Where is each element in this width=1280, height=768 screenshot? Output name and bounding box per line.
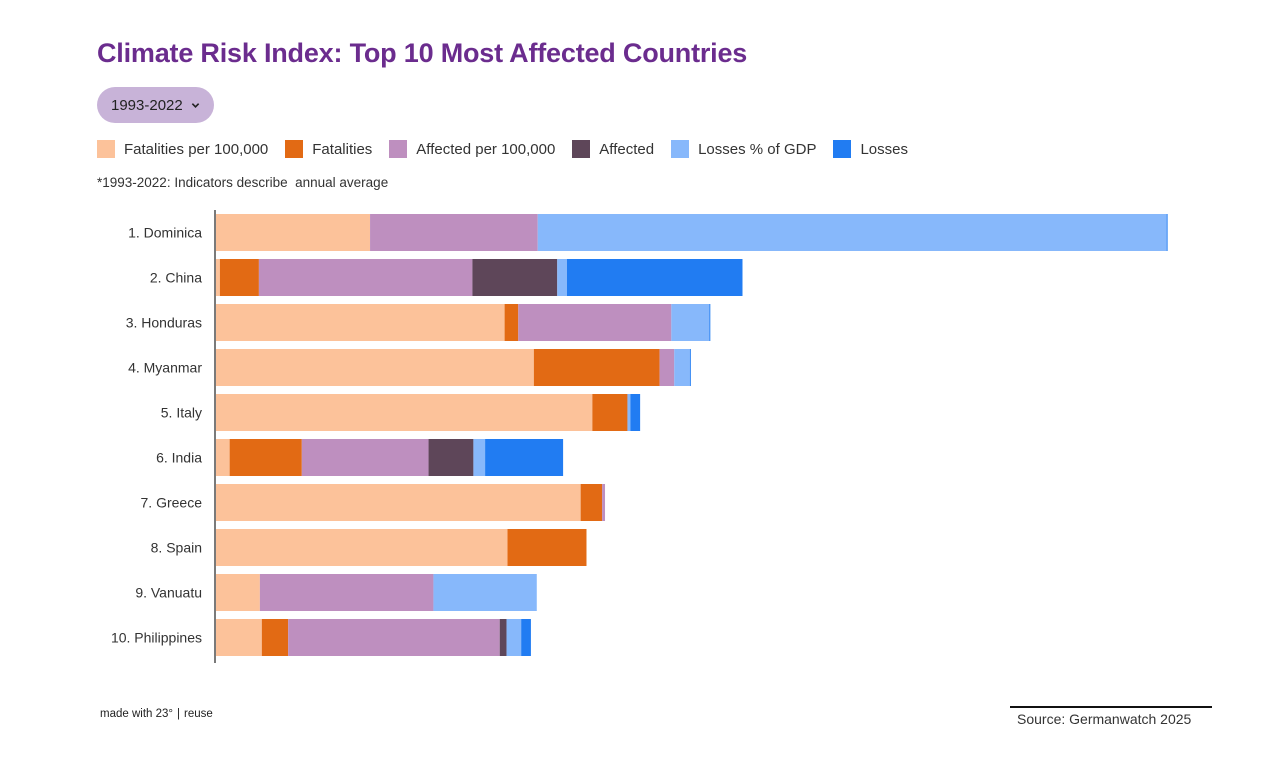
reuse-link[interactable]: reuse [184,708,213,720]
chart-title: Climate Risk Index: Top 10 Most Affected… [97,38,748,68]
category-label: 10. Philippines [111,630,202,646]
bar-segment-affected [472,259,558,296]
legend-swatch [97,140,115,158]
bar-segment-fatalities-per-100-000 [216,259,220,296]
legend-swatch [285,140,304,158]
bar-segment-losses-of-gdp [671,304,710,341]
bar-segment-fatalities [229,439,302,476]
legend-swatch [671,140,690,158]
bar-segment-losses-of-gdp [537,214,1167,251]
bar-segment-losses [485,439,564,476]
bar-segment-affected-per-100-000 [370,214,538,251]
bar-segment-losses [709,304,711,341]
category-label: 8. Spain [151,540,202,556]
bar-segment-losses [630,394,641,431]
legend-item-affected: Affected [572,140,654,158]
bar-segment-fatalities-per-100-000 [216,439,230,476]
legend-item-fatalities-per-100-000: Fatalities per 100,000 [97,140,268,158]
legend-swatch [572,140,591,158]
category-label: 1. Dominica [128,225,202,241]
category-label: 5. Italy [161,405,202,421]
bar-segment-losses-of-gdp [674,349,690,386]
source-rule [1010,706,1212,708]
bar-segment-affected-per-100-000 [518,304,672,341]
legend-label: Fatalities per 100,000 [124,140,269,158]
legend-swatch [833,140,852,158]
legend-item-losses-of-gdp: Losses % of GDP [671,140,816,158]
bar-segment-fatalities [219,259,259,296]
bar-segment-fatalities-per-100-000 [216,349,534,386]
bar-segment-fatalities [580,484,603,521]
category-label: 7. Greece [141,495,203,511]
bar-segment-losses-of-gdp [557,259,567,296]
bar-segment-fatalities-per-100-000 [216,484,581,521]
bar-segment-fatalities [261,619,289,656]
bar-segment-losses [1166,214,1168,251]
bar-segment-fatalities-per-100-000 [216,574,260,611]
period-selector[interactable]: 1993-2022 [97,87,214,123]
legend-label: Fatalities [312,140,373,158]
legend-item-affected-per-100-000: Affected per 100,000 [389,140,555,158]
bar-segment-fatalities [507,529,587,566]
legend-label: Affected [599,140,655,158]
legend-item-losses: Losses [833,140,908,158]
bar-segment-fatalities [533,349,660,386]
bar-segment-affected-per-100-000 [259,574,434,611]
bar-segment-fatalities-per-100-000 [216,529,508,566]
bar-segment-losses [689,349,691,386]
bar-segment-affected-per-100-000 [602,484,606,521]
bar-segment-losses-of-gdp [433,574,537,611]
made-with-text: made with 23° [100,708,173,720]
bar-segment-affected [428,439,474,476]
bar-segment-losses-of-gdp [627,394,631,431]
category-label: 2. China [150,270,202,286]
credit: made with 23° | reuse [100,708,213,720]
legend-label: Losses [860,140,908,158]
bar-segment-fatalities-per-100-000 [216,619,262,656]
category-label: 4. Myanmar [128,360,202,376]
bar-segment-fatalities-per-100-000 [216,394,593,431]
category-label: 9. Vanuatu [135,585,202,601]
bar-segment-affected [499,619,507,656]
bar-segment-fatalities-per-100-000 [216,214,371,251]
bar-segment-losses [521,619,531,656]
source-text: Source: Germanwatch 2025 [1017,711,1192,727]
legend-swatch [389,140,408,158]
legend-label: Losses % of GDP [698,140,817,158]
bar-segment-losses [567,259,743,296]
bar-segment-affected-per-100-000 [288,619,500,656]
bar-segment-fatalities-per-100-000 [216,304,505,341]
chart-legend: Fatalities per 100,000 Fatalities Affected… [97,140,925,158]
bar-segment-fatalities [592,394,628,431]
credit-separator: | [177,708,180,720]
chevron-down-icon [191,102,199,108]
legend-label: Affected per 100,000 [416,140,556,158]
chart-note: *1993-2022: Indicators describe annual a… [97,175,389,190]
bar-segment-affected-per-100-000 [258,259,473,296]
bar-segment-fatalities [504,304,519,341]
bar-segment-affected-per-100-000 [301,439,429,476]
category-label: 3. Honduras [126,315,202,331]
period-selector-label: 1993-2022 [111,96,183,114]
bar-segment-affected-per-100-000 [659,349,675,386]
category-label: 6. India [156,450,202,466]
legend-item-fatalities: Fatalities [285,140,372,158]
bar-segment-losses-of-gdp [506,619,522,656]
bar-segment-losses-of-gdp [473,439,486,476]
chart-plot: 1. Dominica 2. China 3. Honduras 4. Myanmar… [111,210,1168,663]
